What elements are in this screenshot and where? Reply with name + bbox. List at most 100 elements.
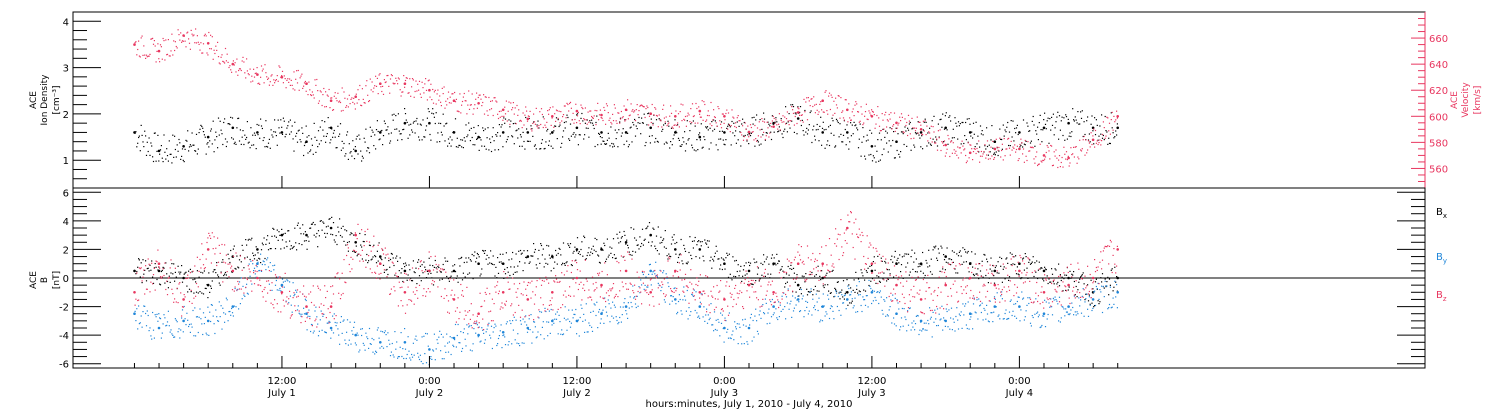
density-dot	[825, 129, 826, 130]
bx-dot	[872, 278, 873, 279]
velocity-dot	[933, 126, 934, 127]
bx-dot	[767, 256, 768, 257]
by-dot	[462, 348, 463, 349]
by-dot	[1080, 299, 1081, 300]
by-dot	[392, 343, 393, 344]
bx-dot	[688, 252, 689, 253]
by-dot	[796, 304, 797, 305]
bx-dot	[928, 250, 929, 251]
by-dot	[789, 309, 790, 310]
bx-dot	[940, 271, 941, 272]
by-dot	[523, 343, 524, 344]
velocity-dot	[243, 61, 244, 62]
velocity-dot	[568, 110, 569, 111]
by-dot	[803, 295, 804, 296]
velocity-dot	[851, 120, 852, 121]
by-dot	[541, 312, 542, 313]
velocity-dot	[316, 79, 317, 80]
bx-dot	[573, 251, 574, 252]
bx-dot	[327, 233, 328, 234]
by-dot	[854, 305, 855, 306]
bx-dot	[654, 246, 655, 247]
by-dot	[377, 329, 378, 330]
bx-dot	[267, 235, 268, 236]
velocity-dot	[271, 74, 272, 75]
density-dot	[1050, 130, 1051, 131]
by-dot	[166, 325, 167, 326]
by-dot	[387, 332, 388, 333]
density-dot	[1019, 132, 1020, 133]
bx-dot	[719, 268, 720, 269]
bx-dot	[514, 266, 515, 267]
density-dot	[999, 129, 1000, 130]
velocity-dot	[832, 97, 833, 98]
by-dot	[957, 320, 958, 321]
by-dot	[882, 314, 883, 315]
density-dot	[1012, 121, 1013, 122]
bz-dot	[215, 248, 216, 249]
bx-dot	[450, 277, 451, 278]
by-dot	[574, 314, 575, 315]
velocity-dot	[223, 61, 224, 62]
bx-dot	[332, 234, 333, 235]
by-dot	[671, 295, 672, 296]
density-dot	[671, 128, 672, 129]
by-dot	[931, 317, 932, 318]
density-dot	[439, 141, 440, 142]
by-dot	[364, 345, 365, 346]
velocity-dot	[885, 112, 886, 113]
density-dot	[667, 121, 668, 122]
bx-dot	[141, 262, 142, 263]
density-dot	[505, 119, 506, 120]
by-dot	[1032, 315, 1033, 316]
density-dot	[565, 127, 566, 128]
density-dot	[652, 135, 653, 136]
density-dot	[320, 127, 321, 128]
bx-dot	[190, 269, 191, 270]
velocity-dot	[912, 127, 913, 128]
density-dot	[435, 123, 436, 124]
density-dot	[497, 132, 498, 133]
velocity-dot	[329, 89, 330, 90]
bx-dot	[742, 276, 743, 277]
by-dot	[494, 324, 495, 325]
bx-dot	[194, 279, 195, 280]
bx-dot	[760, 263, 761, 264]
density-dot	[289, 134, 290, 135]
by-dot	[850, 294, 851, 295]
density-dot	[1017, 125, 1018, 126]
density-dot	[1053, 114, 1054, 115]
by-dot	[564, 318, 565, 319]
density-dot	[783, 131, 784, 132]
velocity-dot	[480, 99, 481, 100]
by-dot	[1015, 303, 1016, 304]
bx-dot	[773, 264, 774, 265]
by-dot	[868, 280, 869, 281]
bx-dot	[1107, 277, 1108, 278]
bx-dot	[552, 257, 553, 258]
bx-dot	[361, 246, 362, 247]
by-dot	[1103, 286, 1104, 287]
by-dot	[330, 338, 331, 339]
bx-dot	[1108, 294, 1109, 295]
bx-dot	[952, 250, 953, 251]
velocity-point	[797, 111, 800, 114]
by-dot	[679, 294, 680, 295]
density-dot	[225, 138, 226, 139]
bx-dot	[412, 280, 413, 281]
by-dot	[939, 314, 940, 315]
bx-dot	[594, 250, 595, 251]
density-dot	[616, 132, 617, 133]
density-dot	[526, 128, 527, 129]
density-dot	[958, 121, 959, 122]
bx-dot	[518, 251, 519, 252]
velocity-dot	[948, 138, 949, 139]
by-dot	[415, 336, 416, 337]
bx-dot	[607, 239, 608, 240]
density-dot	[178, 151, 179, 152]
density-dot	[699, 132, 700, 133]
density-dot	[517, 137, 518, 138]
bx-dot	[397, 261, 398, 262]
bx-dot	[1035, 272, 1036, 273]
by-dot	[192, 327, 193, 328]
